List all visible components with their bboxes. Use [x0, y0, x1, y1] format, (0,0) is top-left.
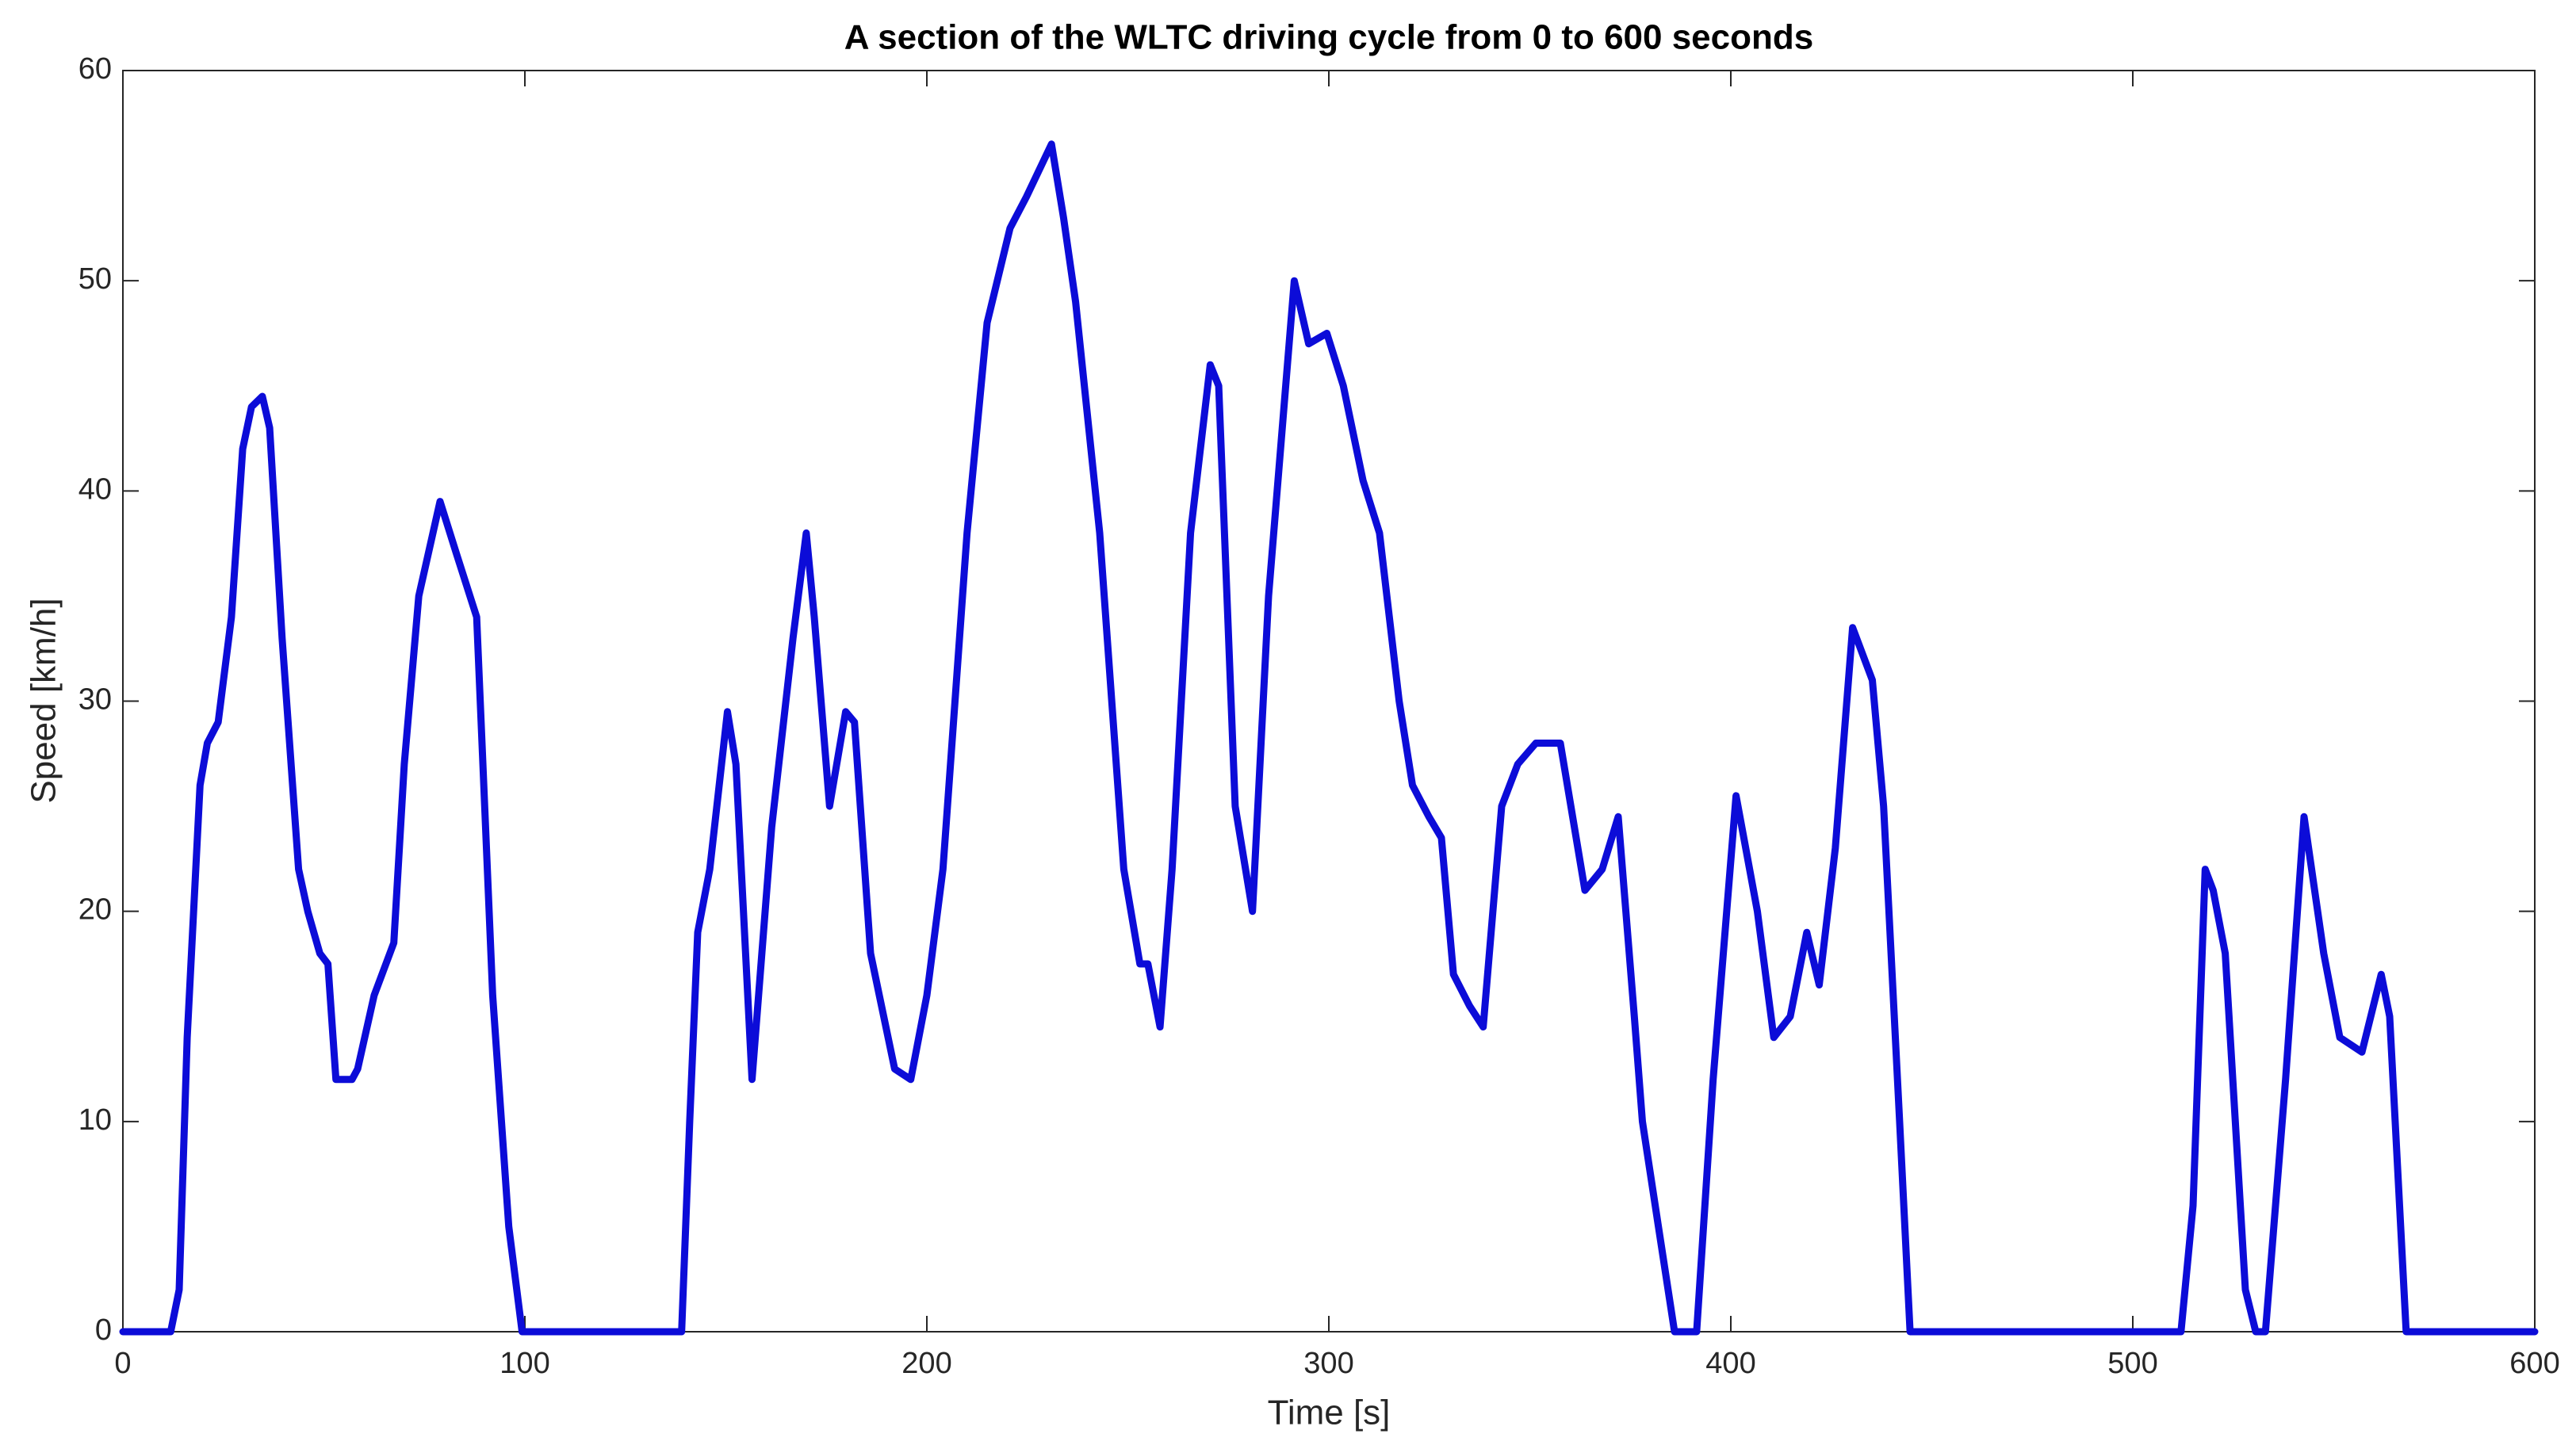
y-tick-label: 60 — [78, 52, 112, 86]
x-tick-label: 400 — [1705, 1347, 1755, 1380]
y-tick-label: 0 — [95, 1313, 112, 1347]
y-tick-label: 40 — [78, 472, 112, 506]
x-tick-label: 100 — [500, 1347, 549, 1380]
x-tick-label: 300 — [1303, 1347, 1353, 1380]
y-axis-label: Speed [km/h] — [25, 598, 63, 803]
plot-frame — [122, 70, 2536, 1333]
x-tick-label: 500 — [2107, 1347, 2157, 1380]
x-axis-label: Time [s] — [1268, 1394, 1391, 1432]
y-tick-label: 10 — [78, 1103, 112, 1137]
x-tick-label: 200 — [901, 1347, 951, 1380]
data-line — [119, 140, 2539, 1336]
y-tick-label: 30 — [78, 683, 112, 717]
y-tick-label: 20 — [78, 893, 112, 927]
x-tick-label: 600 — [2509, 1347, 2559, 1380]
y-tick-label: 50 — [78, 262, 112, 296]
x-tick-label: 0 — [114, 1347, 131, 1380]
chart-title: A section of the WLTC driving cycle from… — [844, 18, 1813, 57]
